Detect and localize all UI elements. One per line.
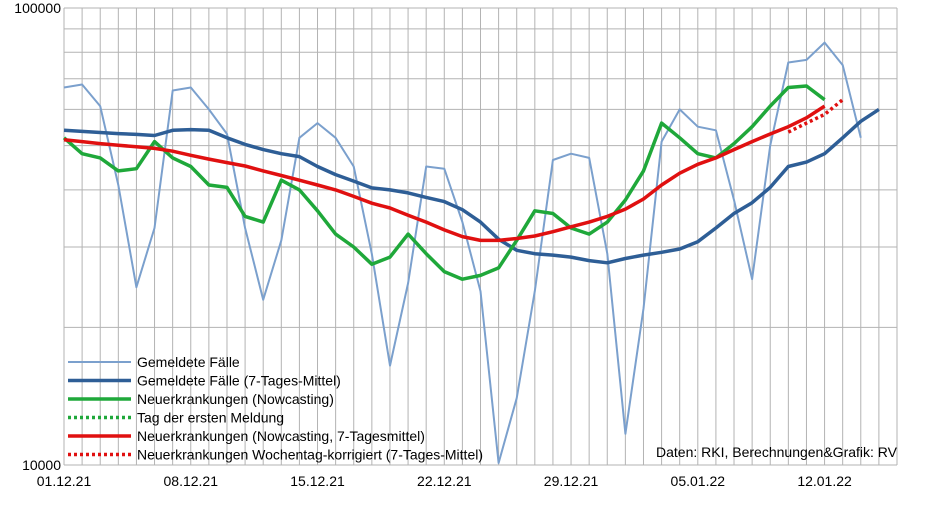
series-line <box>63 107 880 265</box>
x-tick-label: 22.12.21 <box>417 473 472 489</box>
series-line <box>787 98 844 134</box>
legend-label: Tag der ersten Meldung <box>137 410 284 426</box>
x-tick-label: 29.12.21 <box>544 473 599 489</box>
legend-label: Gemeldete Fälle <box>137 354 240 370</box>
x-tick-label: 15.12.21 <box>290 473 345 489</box>
legend: Gemeldete Fälle Gemeldete Fälle (7-Tages-… <box>68 354 483 463</box>
x-tick-label: 01.12.21 <box>37 473 92 489</box>
x-tick-label: 05.01.22 <box>671 473 726 489</box>
legend-label: Neuerkrankungen Wochentag-korrigiert (7-… <box>137 447 483 463</box>
x-tick-label: 12.01.22 <box>797 473 852 489</box>
y-tick-label: 100000 <box>14 0 61 16</box>
x-tick-label: 08.12.21 <box>164 473 219 489</box>
series-line <box>62 84 826 281</box>
series-lines <box>62 41 880 464</box>
series-line <box>63 41 862 464</box>
series-line <box>63 104 826 243</box>
legend-label: Gemeldete Fälle (7-Tages-Mittel) <box>137 373 341 389</box>
legend-label: Neuerkrankungen (Nowcasting, 7-Tagesmitt… <box>137 428 425 444</box>
legend-label: Neuerkrankungen (Nowcasting) <box>137 391 334 407</box>
source-annotation: Daten: RKI, Berechnungen&Grafik: RV <box>656 444 898 460</box>
axes: 10000 100000 01.12.21 08.12.21 15.12.21 22.12… <box>14 0 897 489</box>
y-tick-label: 10000 <box>22 457 61 473</box>
